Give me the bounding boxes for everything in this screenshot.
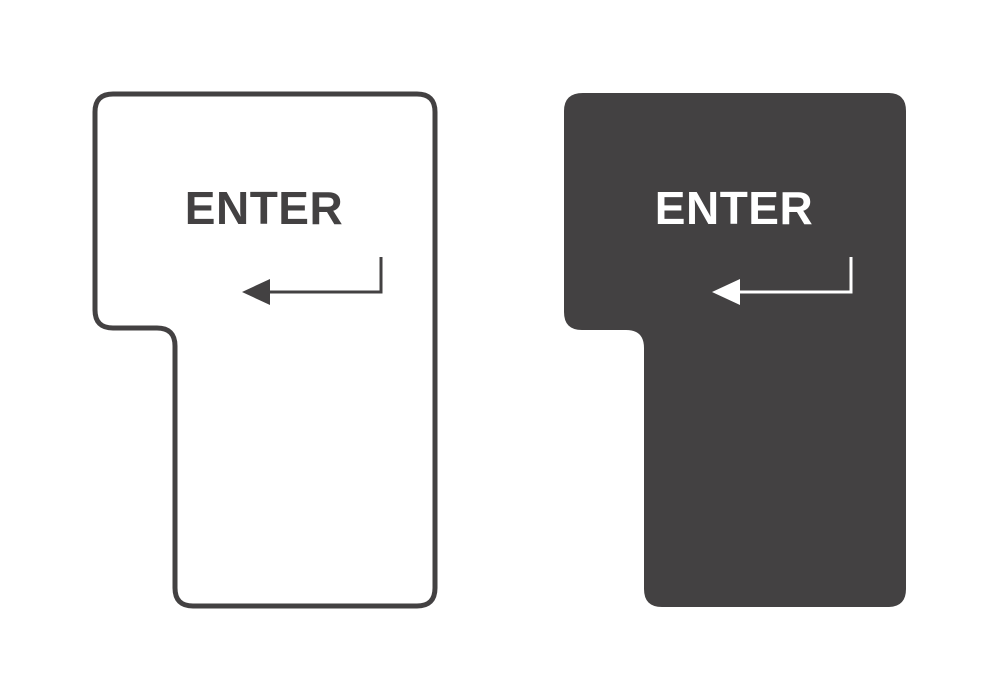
filled-key-label: ENTER — [655, 182, 813, 234]
outline-return-arrow-icon — [242, 257, 383, 305]
filled-enter-key: ENTER — [564, 93, 906, 607]
filled-key-body — [564, 93, 906, 607]
outline-key-body — [92, 91, 438, 609]
filled-return-arrow-icon — [712, 257, 853, 305]
outline-enter-key: ENTER — [92, 91, 438, 609]
outline-key-label: ENTER — [185, 182, 343, 234]
